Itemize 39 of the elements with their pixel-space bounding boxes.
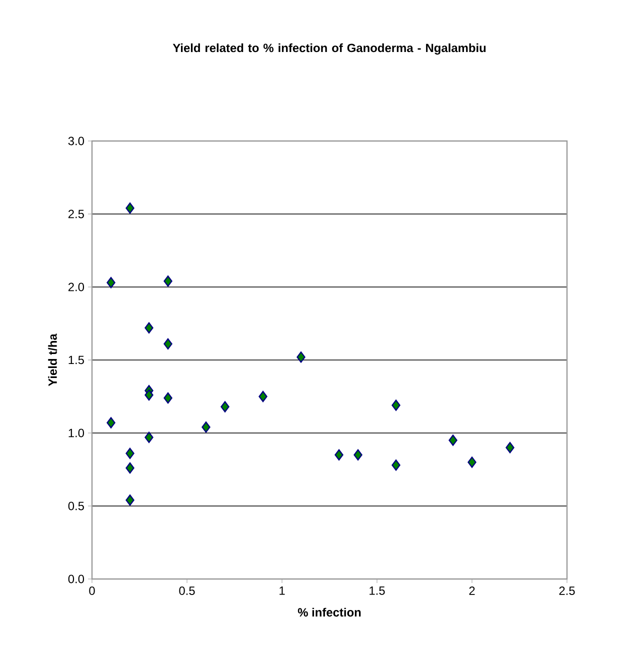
point bbox=[202, 422, 210, 433]
point bbox=[334, 449, 344, 460]
x-tick-label: 1 bbox=[280, 586, 285, 595]
point bbox=[126, 448, 134, 460]
point bbox=[106, 417, 116, 428]
y-tick-label: 1.5 bbox=[68, 356, 84, 364]
point bbox=[392, 460, 400, 471]
point bbox=[144, 322, 154, 334]
y-tick-label: 1.0 bbox=[68, 428, 84, 438]
point bbox=[164, 338, 172, 350]
point bbox=[506, 442, 514, 454]
point bbox=[144, 389, 154, 401]
point bbox=[392, 400, 400, 411]
x-tick-label: 1.5 bbox=[370, 586, 385, 595]
y-tick-label: 2.0 bbox=[68, 282, 84, 292]
point bbox=[144, 432, 154, 443]
x-tick-label: 0 bbox=[89, 586, 95, 595]
y-tick-label: 0.5 bbox=[68, 502, 84, 510]
point bbox=[106, 277, 116, 288]
point bbox=[448, 434, 458, 446]
y-tick-label: 2.5 bbox=[68, 210, 84, 218]
point bbox=[468, 456, 476, 468]
y-axis-title: Yield t/ha bbox=[48, 334, 58, 386]
point bbox=[164, 276, 172, 287]
point bbox=[220, 401, 230, 412]
chart-title: Yield related to % infection of Ganoderma - Ngalambiu bbox=[172, 43, 486, 55]
point bbox=[258, 390, 268, 402]
point bbox=[126, 494, 134, 506]
point bbox=[354, 449, 362, 460]
point bbox=[164, 392, 172, 404]
y-tick-label: 3.0 bbox=[68, 136, 84, 146]
x-axis-title: % infection bbox=[298, 608, 361, 617]
point bbox=[126, 462, 134, 474]
x-tick-label: 2.5 bbox=[559, 586, 575, 595]
y-tick-label: 0.0 bbox=[68, 574, 84, 584]
x-tick-label: 0.5 bbox=[179, 586, 195, 595]
x-tick-label: 2 bbox=[469, 586, 475, 595]
point bbox=[296, 351, 306, 363]
point bbox=[126, 202, 134, 214]
